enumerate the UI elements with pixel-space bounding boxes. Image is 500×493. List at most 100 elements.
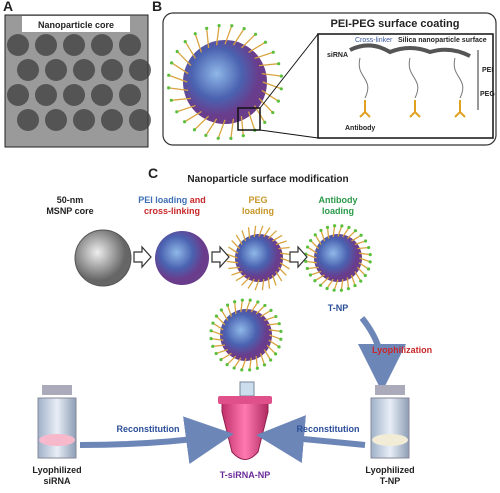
tube: [221, 399, 269, 460]
antibody: [229, 136, 233, 140]
peg-chain: [320, 276, 330, 286]
panel-letter: C: [148, 165, 158, 181]
particle: [63, 84, 85, 106]
antibody: [192, 128, 197, 132]
antibody: [277, 322, 281, 326]
line: Lyophilized: [365, 465, 414, 475]
peg-chain: [247, 227, 251, 239]
peg-chain: [279, 262, 290, 270]
particle: [45, 59, 67, 81]
particle: [63, 34, 85, 56]
peg-chain: [247, 278, 255, 289]
panel-title: Nanoparticle surface modification: [187, 174, 348, 185]
peg-chain: [249, 357, 252, 370]
antibody: [248, 298, 252, 302]
particle: [119, 84, 141, 106]
antibody: [248, 368, 252, 372]
antibody: [214, 314, 219, 318]
vial-left: [37, 385, 77, 459]
peg-chain: [220, 352, 232, 361]
particle: [73, 59, 95, 81]
antibody: [211, 344, 215, 348]
peg-chain: [233, 357, 242, 369]
antibody: [209, 329, 213, 333]
peg-chain: [359, 257, 371, 263]
antibody: [279, 329, 283, 333]
antibody: [175, 110, 179, 114]
antibody: [353, 229, 358, 233]
peg-chain: [171, 62, 189, 75]
zoom-box: [237, 107, 261, 131]
line: 50-nm: [57, 195, 84, 205]
antibody: [309, 238, 313, 243]
peg-chain: [346, 277, 350, 289]
arrow: [256, 415, 366, 463]
antibody: [256, 300, 260, 304]
line: Antibody: [319, 195, 358, 205]
particle-body: [235, 234, 283, 282]
peg-chain: [342, 227, 350, 238]
peg-chains: [358, 57, 464, 99]
antibody: [219, 358, 223, 362]
label: PEI: [482, 67, 493, 74]
peg-chain: [245, 299, 251, 312]
particle: [101, 59, 123, 81]
antibody: [233, 300, 237, 304]
nanoparticles: [155, 224, 372, 372]
peg-chain: [240, 33, 256, 49]
peg-chain: [320, 230, 326, 242]
antibody: [255, 366, 259, 370]
particle: [101, 109, 123, 131]
particle: [17, 109, 39, 131]
antibody: [214, 351, 218, 356]
peg-chain: [255, 356, 258, 369]
line: Lyophilized: [32, 465, 81, 475]
antibody: [169, 98, 173, 102]
antibody: [175, 49, 179, 54]
antibody: [325, 225, 330, 229]
antibody: [367, 245, 371, 250]
peg-chain: [326, 278, 334, 289]
antibody: [346, 287, 351, 291]
vial-right: [370, 385, 410, 459]
antibody: [308, 273, 313, 277]
peg-chain: [305, 253, 317, 259]
peg-chain: [254, 279, 260, 291]
peg-chain: [226, 253, 238, 259]
step-label: PEG loading: [242, 195, 274, 216]
peg-chain: [267, 277, 271, 289]
peg-chain: [354, 271, 362, 282]
peg-chain: [212, 344, 225, 347]
particle-body: [183, 40, 267, 124]
particle-body: [314, 234, 362, 282]
peg-chain: [184, 41, 197, 59]
peg-chain: [211, 338, 224, 341]
panel-title: Nanoparticle core: [38, 20, 114, 30]
antibody: [167, 73, 171, 77]
label: Reconstitution: [297, 424, 360, 434]
antibody: [263, 40, 268, 44]
particle: [35, 34, 57, 56]
peg-chain: [314, 234, 322, 245]
peg-chain: [253, 225, 257, 238]
peg-chain: [176, 51, 192, 67]
line: loading: [322, 206, 354, 216]
peg-chain: [340, 278, 344, 291]
panel-letter: B: [152, 0, 162, 14]
peg-chain: [305, 260, 318, 264]
peg-chain: [310, 270, 322, 276]
peg-chain: [268, 329, 281, 332]
antibody: [242, 27, 246, 31]
antibody: [273, 352, 278, 356]
label: siRNA: [327, 52, 348, 59]
particle: [129, 59, 151, 81]
peg-chain: [354, 240, 366, 246]
antibody: [217, 24, 221, 28]
peg-chain: [263, 349, 272, 361]
connector: [239, 381, 255, 397]
label: Lyophilized siRNA: [32, 465, 81, 486]
antibody: [193, 32, 197, 36]
antibody: [240, 298, 244, 302]
antibody: [333, 224, 337, 228]
antibody: [368, 260, 372, 264]
